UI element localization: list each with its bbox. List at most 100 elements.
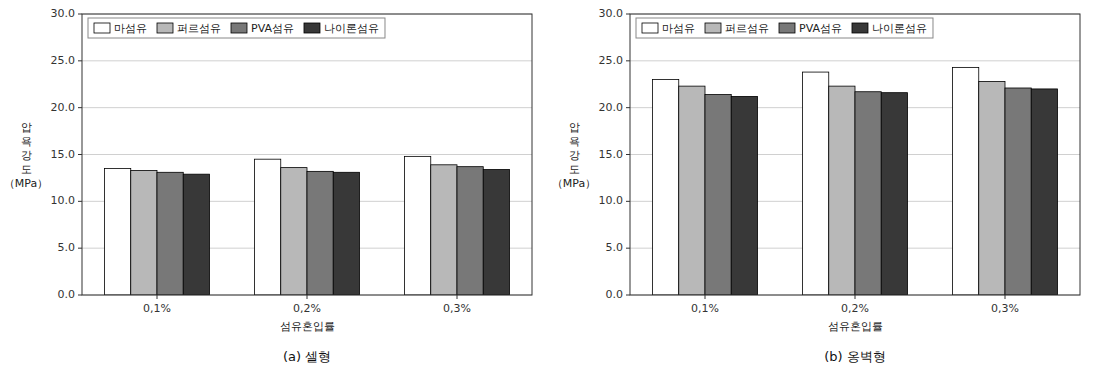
chart-panel: 0.05.010.015.020.025.030.00,1%0,2%0,3%섬유… bbox=[552, 7, 1080, 364]
y-tick bbox=[78, 201, 82, 202]
y-axis-label-line: 압 bbox=[569, 121, 580, 134]
legend-swatch bbox=[642, 23, 658, 33]
x-axis-label: 섬유혼입률 bbox=[828, 320, 883, 333]
x-tick-label: 0,2% bbox=[293, 302, 321, 315]
y-tick bbox=[78, 107, 82, 108]
legend: 마섬유퍼르섬유PVA섬유나이론섬유 bbox=[636, 18, 933, 38]
y-tick-label: 5.0 bbox=[606, 241, 624, 254]
legend-swatch bbox=[231, 23, 247, 33]
legend-label: PVA섬유 bbox=[251, 22, 294, 35]
x-tick-label: 0,1% bbox=[691, 302, 719, 315]
x-tick bbox=[705, 295, 706, 299]
bars bbox=[653, 67, 1058, 295]
legend-label: PVA섬유 bbox=[799, 22, 842, 35]
legend-label: 마섬유 bbox=[662, 22, 695, 35]
y-tick-label: 30.0 bbox=[51, 7, 76, 20]
y-axis-label-line: 압 bbox=[21, 121, 32, 134]
legend-swatch bbox=[304, 23, 320, 33]
bar bbox=[881, 93, 907, 295]
y-axis-label-line: （MPa） bbox=[552, 177, 596, 190]
y-axis-label: 압욕강도（MPa） bbox=[4, 121, 48, 190]
legend: 마섬유 퍼르섬유 PVA섬유 나이론섬유 bbox=[88, 18, 385, 38]
x-axis-label: 섬유혼입률 bbox=[280, 320, 335, 333]
y-tick bbox=[626, 201, 630, 202]
y-tick-label: 10.0 bbox=[51, 194, 76, 207]
bars bbox=[105, 156, 510, 295]
y-tick bbox=[626, 154, 630, 155]
x-tick-label: 0,1% bbox=[143, 302, 171, 315]
y-tick-label: 0.0 bbox=[58, 288, 76, 301]
y-axis-label-line: 강 bbox=[21, 149, 32, 162]
bar bbox=[431, 165, 457, 295]
y-axis-label-line: 욕 bbox=[21, 135, 32, 148]
y-tick-label: 20.0 bbox=[599, 101, 624, 114]
y-tick bbox=[626, 14, 630, 15]
y-tick bbox=[626, 295, 630, 296]
legend-swatch bbox=[779, 23, 795, 33]
y-axis-label-line: 욕 bbox=[569, 135, 580, 148]
y-tick bbox=[78, 14, 82, 15]
bar bbox=[157, 172, 183, 295]
y-axis-label-line: 강 bbox=[569, 149, 580, 162]
bar bbox=[679, 86, 705, 295]
plot-frame bbox=[630, 14, 1080, 295]
y-axis-label: 압욕강도（MPa） bbox=[552, 121, 596, 190]
legend-box bbox=[88, 18, 385, 38]
x-tick-label: 0,2% bbox=[841, 302, 869, 315]
y-tick-label: 30.0 bbox=[599, 7, 624, 20]
bar bbox=[405, 156, 431, 295]
bar bbox=[979, 81, 1005, 295]
y-tick bbox=[626, 60, 630, 61]
bar bbox=[855, 92, 881, 295]
bar bbox=[653, 80, 679, 295]
y-axis-label-line: 도 bbox=[21, 163, 32, 176]
y-tick bbox=[78, 60, 82, 61]
x-tick bbox=[157, 295, 158, 299]
legend-label: 퍼르섬유 bbox=[177, 22, 221, 35]
bar bbox=[705, 95, 731, 295]
legend-swatch bbox=[94, 23, 110, 33]
y-axis-label-line: （MPa） bbox=[4, 177, 48, 190]
bar bbox=[131, 170, 157, 295]
bar bbox=[731, 96, 757, 295]
y-tick bbox=[78, 154, 82, 155]
bar bbox=[829, 86, 855, 295]
legend-swatch bbox=[157, 23, 173, 33]
y-tick-label: 25.0 bbox=[51, 54, 76, 67]
y-tick-label: 10.0 bbox=[599, 194, 624, 207]
x-tick-label: 0,3% bbox=[991, 302, 1019, 315]
bar bbox=[105, 169, 131, 295]
legend-swatch bbox=[852, 23, 868, 33]
bar bbox=[457, 167, 483, 295]
x-tick bbox=[1005, 295, 1006, 299]
bar bbox=[483, 169, 509, 295]
legend-label: 마섬유 bbox=[114, 22, 147, 35]
legend-swatch bbox=[705, 23, 721, 33]
legend-label: 나이론섬유 bbox=[324, 22, 379, 35]
y-tick-label: 25.0 bbox=[599, 54, 624, 67]
legend-label: 퍼르섬유 bbox=[725, 22, 769, 35]
chart-title: (b) 옹벽형 bbox=[824, 349, 886, 364]
grid-line bbox=[82, 107, 532, 108]
y-tick-label: 20.0 bbox=[51, 101, 76, 114]
grid-line bbox=[82, 60, 532, 61]
bar bbox=[1031, 89, 1057, 295]
chart-title: (a) 셀형 bbox=[283, 349, 331, 364]
bar bbox=[333, 172, 359, 295]
y-axis-label-line: 도 bbox=[569, 163, 580, 176]
x-tick bbox=[457, 295, 458, 299]
y-tick-label: 0.0 bbox=[606, 288, 624, 301]
bar bbox=[1005, 88, 1031, 295]
chart-panel: 0.05.010.015.020.025.030.00,1%0,2%0,3%섬유… bbox=[4, 7, 532, 364]
plot-frame bbox=[82, 14, 532, 295]
y-tick bbox=[78, 295, 82, 296]
bar bbox=[953, 67, 979, 295]
y-tick bbox=[78, 248, 82, 249]
y-tick-label: 5.0 bbox=[58, 241, 76, 254]
figure: 0.05.010.015.020.025.030.00,1%0,2%0,3%섬유… bbox=[0, 0, 1096, 371]
x-tick-label: 0,3% bbox=[443, 302, 471, 315]
x-tick bbox=[855, 295, 856, 299]
bar bbox=[803, 72, 829, 295]
grid-line bbox=[630, 60, 1080, 61]
y-tick bbox=[626, 107, 630, 108]
